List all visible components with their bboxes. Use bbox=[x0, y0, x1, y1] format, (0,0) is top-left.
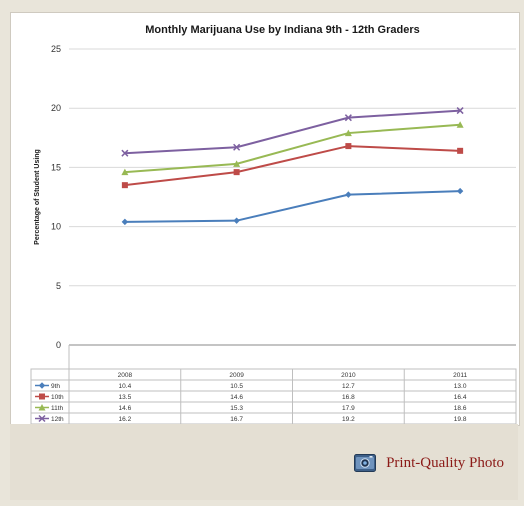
data-table-cell: 19.2 bbox=[342, 416, 355, 423]
data-table-cell: 10.5 bbox=[230, 383, 243, 390]
series-point-12th bbox=[344, 114, 352, 122]
print-quality-photo-label: Print-Quality Photo bbox=[386, 454, 504, 471]
series-point-10th bbox=[233, 169, 240, 176]
legend-marker-11th bbox=[38, 404, 46, 411]
series-line-12th bbox=[124, 109, 461, 155]
chart-panel: Monthly Marijuana Use by Indiana 9th - 1… bbox=[10, 12, 520, 426]
y-tick-label: 25 bbox=[51, 44, 61, 54]
series-point-11th bbox=[456, 121, 464, 128]
legend-label-9th: 9th bbox=[51, 383, 60, 390]
series-line-10th bbox=[124, 145, 461, 187]
series-point-12th bbox=[456, 107, 464, 115]
data-table-cell: 13.0 bbox=[454, 383, 467, 390]
series-point-9th bbox=[345, 191, 352, 198]
y-tick-label: 15 bbox=[51, 162, 61, 172]
data-table-border bbox=[30, 368, 517, 425]
data-table-cell: 16.4 bbox=[454, 394, 467, 401]
data-table-cell: 12.7 bbox=[342, 383, 355, 390]
series-point-9th bbox=[233, 217, 240, 224]
x-tick-label: 2010 bbox=[341, 372, 356, 379]
series-point-9th bbox=[456, 187, 464, 195]
series-point-9th bbox=[121, 218, 129, 226]
series-point-12th bbox=[233, 143, 241, 151]
line-chart: Monthly Marijuana Use by Indiana 9th - 1… bbox=[30, 24, 517, 425]
series-point-12th bbox=[121, 149, 129, 157]
y-tick-label: 20 bbox=[51, 103, 61, 113]
legend-label-10th: 10th bbox=[51, 394, 64, 401]
legend-marker-10th bbox=[39, 393, 45, 400]
data-table-cell: 14.6 bbox=[119, 405, 132, 412]
print-quality-photo-link[interactable]: Print-Quality Photo bbox=[354, 454, 504, 472]
series-point-10th bbox=[457, 147, 464, 154]
chart-title: Monthly Marijuana Use by Indiana 9th - 1… bbox=[145, 24, 419, 36]
data-table-cell: 14.6 bbox=[230, 394, 243, 401]
y-tick-label: 5 bbox=[56, 281, 61, 291]
footer-bar: Print-Quality Photo bbox=[10, 424, 518, 500]
data-table-cell: 15.3 bbox=[230, 405, 243, 412]
y-axis-label: Percentage of Student Using bbox=[34, 149, 41, 245]
data-table-cell: 13.5 bbox=[119, 394, 132, 401]
x-tick-label: 2008 bbox=[118, 372, 133, 379]
data-table-cell: 19.8 bbox=[454, 416, 467, 423]
data-table-cell: 10.4 bbox=[119, 383, 132, 390]
legend-label-12th: 12th bbox=[51, 416, 64, 423]
y-tick-label: 10 bbox=[51, 222, 61, 232]
series-line-11th bbox=[124, 123, 461, 174]
series-line-9th bbox=[124, 190, 461, 223]
legend-marker-9th bbox=[38, 382, 46, 389]
data-table-cell: 17.9 bbox=[342, 405, 355, 412]
series-point-10th bbox=[345, 143, 352, 150]
data-table-cell: 16.8 bbox=[342, 394, 355, 401]
legend-marker-12th bbox=[38, 414, 46, 423]
x-tick-label: 2011 bbox=[453, 372, 467, 379]
series-point-11th bbox=[233, 160, 241, 167]
data-table-cell: 16.7 bbox=[230, 416, 243, 423]
series-point-11th bbox=[121, 168, 129, 176]
x-tick-label: 2009 bbox=[229, 372, 244, 379]
series-point-11th bbox=[344, 129, 352, 137]
data-table-cell: 16.2 bbox=[119, 416, 132, 423]
legend-label-11th: 11th bbox=[51, 405, 64, 412]
camera-icon bbox=[354, 454, 377, 472]
series-point-10th bbox=[121, 182, 128, 189]
y-tick-label: 0 bbox=[56, 340, 61, 350]
data-table-cell: 18.6 bbox=[454, 405, 467, 412]
